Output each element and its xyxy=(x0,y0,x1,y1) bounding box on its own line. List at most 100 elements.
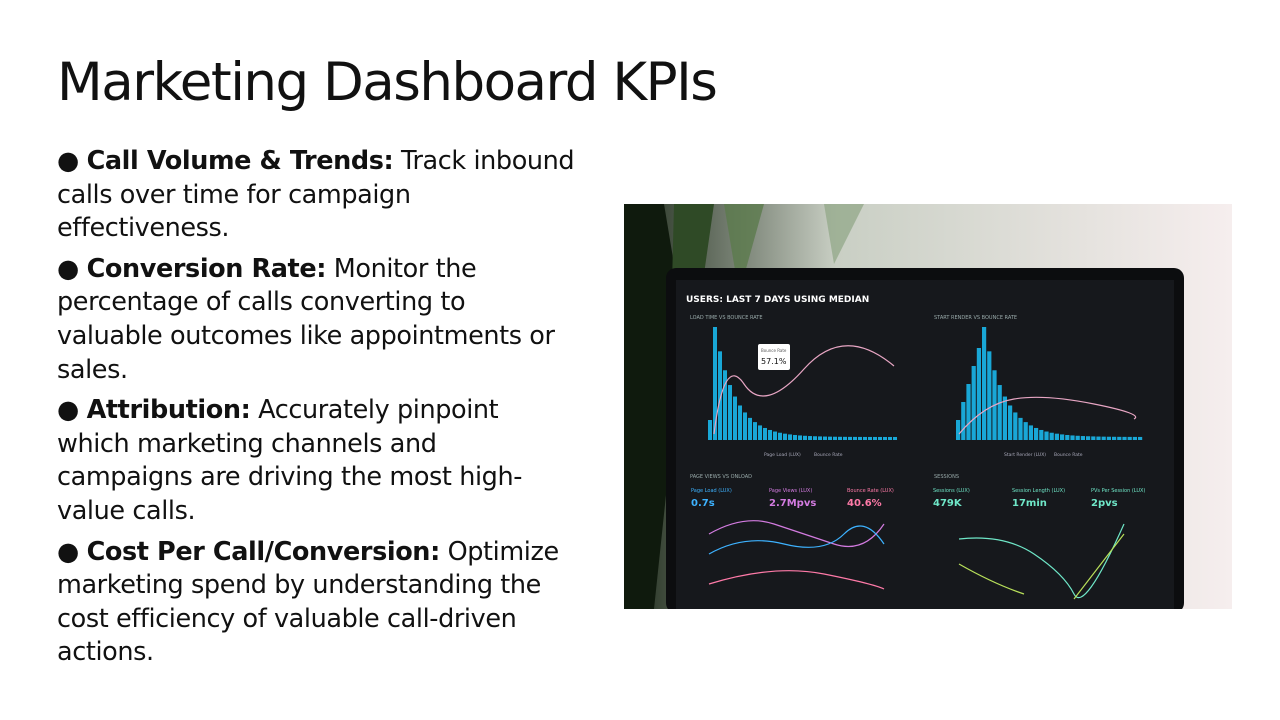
metric-label: Bounce Rate (LUX) xyxy=(847,488,894,494)
bar-decor xyxy=(1112,436,1117,440)
bullet-text: Monitor the percentage of calls converti… xyxy=(57,253,555,385)
bullet-label: Conversion Rate: xyxy=(86,253,327,284)
bar-decor xyxy=(1096,436,1101,440)
bullet-text: Optimize marketing spend by understandin… xyxy=(57,536,559,668)
legend-entry: Start Render (LUX) xyxy=(1004,452,1046,458)
bar-decor xyxy=(773,431,777,440)
bar-decor xyxy=(828,436,832,440)
slide-title: Marketing Dashboard KPIs xyxy=(57,52,718,113)
bar-decor xyxy=(843,436,847,440)
bullet-label: Attribution: xyxy=(86,395,251,426)
dashboard xyxy=(676,280,1174,609)
metric-label: Page Views (LUX) xyxy=(769,488,812,494)
bar-decor xyxy=(966,384,971,440)
metric-value: 479K xyxy=(933,498,963,509)
metric-label: Page Load (LUX) xyxy=(691,488,732,494)
line-decor xyxy=(958,523,1125,599)
bar-decor xyxy=(793,434,797,440)
bar-decor xyxy=(873,436,877,440)
bar-decor xyxy=(997,385,1002,440)
bar-decor xyxy=(1044,431,1049,440)
bar-decor xyxy=(1008,405,1013,440)
bar-decor xyxy=(1028,425,1033,440)
bar-decor xyxy=(1080,436,1085,440)
bar-decor xyxy=(798,435,802,440)
bar-decor xyxy=(758,425,762,440)
line-decor xyxy=(958,533,1125,600)
bar-decor xyxy=(783,433,787,440)
bar-decor xyxy=(858,436,862,440)
leaf xyxy=(724,204,764,294)
bar-decor xyxy=(961,402,966,440)
bar-decor xyxy=(768,429,772,440)
bar-decor xyxy=(853,436,857,440)
bullet-label: Cost Per Call/Conversion: xyxy=(86,536,441,567)
legend-entry: Bounce Rate xyxy=(1054,452,1083,458)
tooltip-value: 57.1% xyxy=(761,357,787,366)
bar-decor xyxy=(788,434,792,440)
bar-decor xyxy=(813,436,817,440)
bar-decor xyxy=(893,436,897,440)
panel-title: SESSIONS xyxy=(934,474,959,480)
metric-value: 2pvs xyxy=(1091,498,1118,509)
line-decor xyxy=(958,396,1137,435)
bar-decor xyxy=(718,351,722,440)
bullet-text: Accurately pinpoint which marketing chan… xyxy=(57,395,523,526)
bar-decor xyxy=(818,436,822,440)
bullet: Attribution: Accurately pinpoint which m… xyxy=(57,394,577,528)
panel-title: START RENDER VS BOUNCE RATE xyxy=(934,315,1017,321)
dashboard-header: USERS: LAST 7 DAYS USING MEDIAN xyxy=(686,295,869,305)
bar-decor xyxy=(976,348,981,440)
bar-decor xyxy=(1070,435,1075,440)
metric-value: 40.6% xyxy=(847,498,882,509)
metric-value: 17min xyxy=(1012,498,1047,509)
bullet-text: Track inbound calls over time for campai… xyxy=(57,146,575,244)
bar-decor xyxy=(1039,429,1044,440)
bar-decor xyxy=(1034,427,1039,440)
metric-label: Sessions (LUX) xyxy=(933,488,970,494)
bar-decor xyxy=(808,436,812,440)
line-decor xyxy=(708,520,885,548)
bar-decor xyxy=(1117,436,1122,440)
bar-decor xyxy=(1060,434,1065,440)
bullet: Conversion Rate: Monitor the percentage … xyxy=(57,253,577,387)
legend-entry: Bounce Rate xyxy=(814,452,843,458)
bar-decor xyxy=(733,396,737,440)
bullet-list: Call Volume & Trends: Track inbound call… xyxy=(57,145,577,677)
bar-decor xyxy=(883,436,887,440)
bar-decor xyxy=(1065,434,1070,440)
bar-decor xyxy=(1138,436,1143,440)
bar-decor xyxy=(888,436,892,440)
bar-decor xyxy=(823,436,827,440)
bar-decor xyxy=(863,436,867,440)
legend-entry: Page Load (LUX) xyxy=(764,452,801,458)
line-decor xyxy=(708,525,885,555)
bullet-label: Call Volume & Trends: xyxy=(86,146,394,176)
bar-decor xyxy=(708,420,712,440)
bar-decor xyxy=(713,327,717,440)
bar-decor xyxy=(743,412,747,440)
bar-decor xyxy=(1091,436,1096,440)
bar-decor xyxy=(982,327,987,440)
bar-decor xyxy=(971,366,976,440)
bar-decor xyxy=(803,435,807,440)
tooltip-label: Bounce Rate xyxy=(761,348,787,353)
bar-decor xyxy=(956,420,961,440)
bar-decor xyxy=(1018,417,1023,440)
leaf xyxy=(824,204,864,264)
line-decor xyxy=(708,570,885,590)
bar-decor xyxy=(723,370,727,440)
bar-decor xyxy=(1106,436,1111,440)
bar-decor xyxy=(1132,436,1137,440)
tooltip xyxy=(758,344,790,370)
bar-decor xyxy=(1049,432,1054,440)
bar-decor xyxy=(1002,396,1007,440)
bar-decor xyxy=(838,436,842,440)
bar-decor xyxy=(1023,422,1028,440)
bar-decor xyxy=(1101,436,1106,440)
bar-decor xyxy=(1075,435,1080,440)
bar-decor xyxy=(1013,412,1018,440)
bar-decor xyxy=(878,436,882,440)
dashboard-photo: USERS: LAST 7 DAYS USING MEDIAN LOAD TIME… xyxy=(624,204,1232,609)
